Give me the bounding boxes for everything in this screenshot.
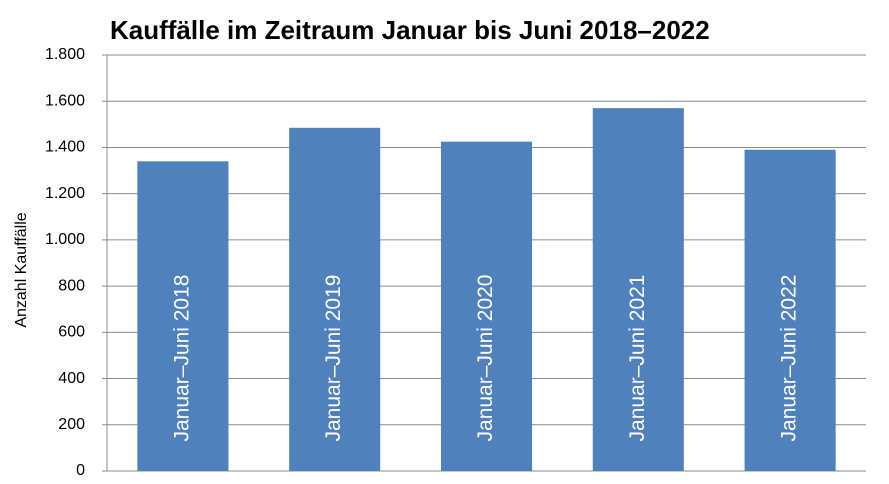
y-tick-label: 1.200 (45, 185, 85, 202)
bar (289, 127, 381, 472)
bar (744, 149, 836, 471)
y-axis-label: Anzahl Kauffälle (13, 212, 30, 327)
bar (137, 161, 229, 472)
category-label: Januar–Juni 2020 (474, 275, 497, 442)
y-tick-label: 400 (58, 370, 85, 387)
category-label: Januar–Juni 2021 (626, 275, 649, 442)
y-tick-label: 1.600 (45, 92, 85, 109)
category-label: Januar–Juni 2019 (322, 275, 345, 442)
y-tick-label: 1.800 (45, 46, 85, 63)
category-label: Januar–Juni 2018 (170, 275, 193, 442)
y-tick-label: 1.400 (45, 139, 85, 156)
y-tick-label: 1.000 (45, 231, 85, 248)
y-tick-label: 600 (58, 324, 85, 341)
y-tick-label: 0 (76, 462, 85, 479)
chart-title: Kauffälle im Zeitraum Januar bis Juni 20… (110, 15, 710, 45)
category-label: Januar–Juni 2022 (778, 275, 801, 442)
y-tick-label: 800 (58, 277, 85, 294)
y-tick-label: 200 (58, 416, 85, 433)
bar (592, 108, 684, 472)
bar (440, 141, 533, 471)
